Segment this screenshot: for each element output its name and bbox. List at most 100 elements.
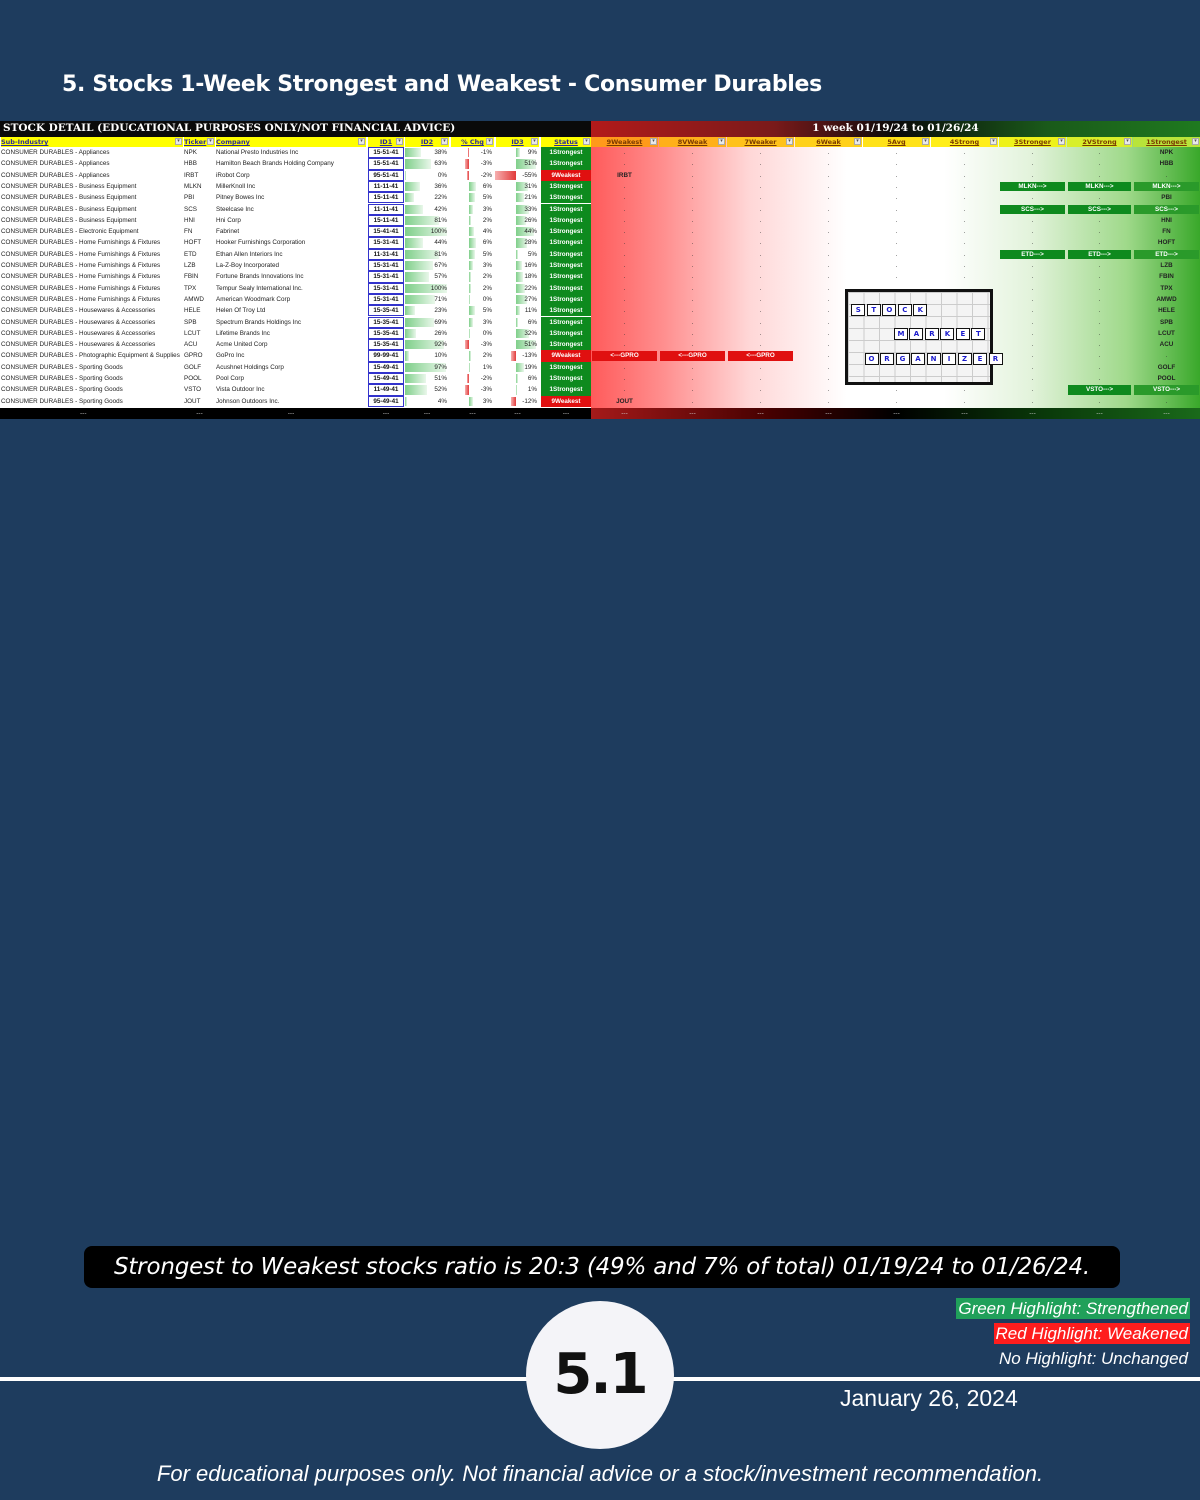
ticker-cell: HELE: [184, 307, 201, 315]
id2-bar: [405, 181, 421, 192]
empty-cell-marker: .: [895, 262, 898, 269]
empty-cell-marker: .: [1098, 397, 1101, 405]
column-header-a5[interactable]: 5Avg ▾: [863, 137, 930, 147]
column-header-company[interactable]: Company ▾: [216, 137, 366, 147]
column-header-w8[interactable]: 8VWeak ▾: [659, 137, 726, 147]
filter-dropdown-icon[interactable]: ▾: [358, 138, 365, 145]
footer-dash: ---: [621, 410, 628, 417]
column-header-w9[interactable]: 9Weakest ▾: [591, 137, 658, 147]
id3-cell: 51%: [524, 341, 537, 349]
pct-change-cell: 2%: [482, 216, 492, 224]
id2-cell: 71%: [434, 295, 447, 303]
ticker-cell: LCUT: [184, 329, 201, 337]
ticker-cell: GOLF: [184, 363, 202, 371]
filter-dropdown-icon[interactable]: ▾: [531, 138, 538, 145]
logo-letter-tile: K: [913, 303, 928, 316]
empty-cell-marker: .: [623, 149, 626, 156]
company-cell: Hooker Furnishings Corporation: [216, 239, 306, 247]
footer-dash: ---: [689, 410, 696, 417]
filter-dropdown-icon[interactable]: ▾: [650, 138, 657, 145]
filter-dropdown-icon[interactable]: ▾: [1058, 138, 1065, 145]
legend-red: Red Highlight: Weakened: [993, 1323, 1190, 1344]
filter-dropdown-icon[interactable]: ▾: [175, 138, 182, 145]
id2-bar: [405, 328, 416, 339]
id1-cell: 15-31-41: [368, 282, 404, 294]
id3-cell: -12%: [522, 397, 537, 405]
filter-dropdown-icon[interactable]: ▾: [718, 138, 725, 145]
column-header-w7[interactable]: 7Weaker ▾: [727, 137, 794, 147]
logo-letter-tile: R: [988, 353, 1003, 365]
filter-dropdown-icon[interactable]: ▾: [786, 138, 793, 145]
empty-cell-marker: .: [895, 228, 898, 236]
id3-cell: 27%: [524, 295, 537, 303]
pct-change-cell: -2%: [480, 171, 492, 179]
pct-change-cell: 0%: [482, 295, 492, 303]
id2-bar: [405, 317, 434, 327]
logo-letter-tile: E: [973, 353, 987, 365]
column-header-id1[interactable]: ID1 ▾: [368, 137, 404, 147]
movement-arrow: VSTO--->: [1068, 385, 1131, 395]
empty-cell-marker: .: [691, 307, 694, 315]
column-header-sub[interactable]: Sub-Industry ▾: [1, 137, 183, 147]
status-badge: 1Strongest: [541, 361, 591, 373]
sub-industry-cell: CONSUMER DURABLES - Home Furnishings & F…: [1, 273, 161, 281]
filter-dropdown-icon[interactable]: ▾: [486, 138, 493, 145]
column-header-s3[interactable]: 3Stronger ▾: [999, 137, 1066, 147]
filter-dropdown-icon[interactable]: ▾: [922, 138, 929, 145]
filter-dropdown-icon[interactable]: ▾: [207, 138, 214, 145]
id2-cell: 44%: [434, 239, 447, 247]
id2-cell: 81%: [434, 250, 447, 258]
column-header-label: ID1: [379, 138, 393, 146]
id1-cell: 15-49-41: [368, 373, 404, 385]
column-header-w6[interactable]: 6Weak ▾: [795, 137, 862, 147]
filter-dropdown-icon[interactable]: ▾: [583, 138, 590, 145]
company-cell: Spectrum Brands Holdings Inc: [216, 318, 302, 326]
filter-dropdown-icon[interactable]: ▾: [990, 138, 997, 145]
filter-dropdown-icon[interactable]: ▾: [854, 138, 861, 145]
empty-cell-marker: .: [759, 262, 762, 269]
id3-bar: [516, 204, 530, 214]
empty-cell-marker: .: [759, 250, 762, 258]
strongest-ticker: POOL: [1157, 375, 1176, 382]
footer-dash: ---: [469, 410, 476, 417]
ticker-cell: JOUT: [184, 397, 201, 405]
column-header-label: 2VStrong: [1082, 138, 1117, 146]
status-badge: 9Weakest: [541, 169, 591, 181]
empty-cell-marker: .: [1031, 171, 1034, 179]
empty-cell-marker: .: [963, 239, 966, 247]
sub-industry-cell: CONSUMER DURABLES - Sporting Goods: [1, 363, 123, 371]
id2-bar: [405, 148, 421, 158]
column-header-s2[interactable]: 2VStrong ▾: [1067, 137, 1132, 147]
empty-cell-marker: .: [623, 228, 626, 236]
empty-cell-marker: .: [963, 216, 966, 224]
pct-change-bar: [466, 170, 469, 180]
ticker-cell: VSTO: [184, 386, 202, 394]
filter-dropdown-icon[interactable]: ▾: [396, 138, 403, 145]
id2-cell: 52%: [434, 386, 447, 394]
column-header-s1[interactable]: 1Strongest ▾: [1133, 137, 1200, 147]
sub-industry-cell: CONSUMER DURABLES - Appliances: [1, 149, 110, 156]
id1-cell: 95-51-41: [368, 169, 404, 181]
filter-dropdown-icon[interactable]: ▾: [441, 138, 448, 145]
status-badge: 1Strongest: [541, 158, 591, 170]
sheet-header-right: [591, 121, 1200, 137]
id2-bar: [405, 238, 424, 248]
column-header-id3[interactable]: ID3 ▾: [496, 137, 539, 147]
column-header-id2[interactable]: ID2 ▾: [405, 137, 449, 147]
empty-cell-marker: .: [963, 149, 966, 156]
empty-cell-marker: .: [1165, 352, 1168, 360]
column-header-ticker[interactable]: Ticker ▾: [184, 137, 215, 147]
id3-bar: [516, 261, 523, 271]
column-header-chg[interactable]: % Chg ▾: [451, 137, 494, 147]
ticker-cell: HNI: [184, 216, 195, 224]
id2-cell: 0%: [437, 171, 447, 179]
filter-dropdown-icon[interactable]: ▾: [1124, 138, 1131, 145]
empty-cell-marker: .: [691, 318, 694, 326]
status-badge: 1Strongest: [541, 305, 591, 317]
empty-cell-marker: .: [759, 295, 762, 303]
empty-cell-marker: .: [827, 182, 830, 190]
status-badge: 1Strongest: [541, 293, 591, 306]
filter-dropdown-icon[interactable]: ▾: [1192, 138, 1199, 145]
column-header-s4[interactable]: 4Strong ▾: [931, 137, 998, 147]
column-header-status[interactable]: Status ▾: [541, 137, 591, 147]
